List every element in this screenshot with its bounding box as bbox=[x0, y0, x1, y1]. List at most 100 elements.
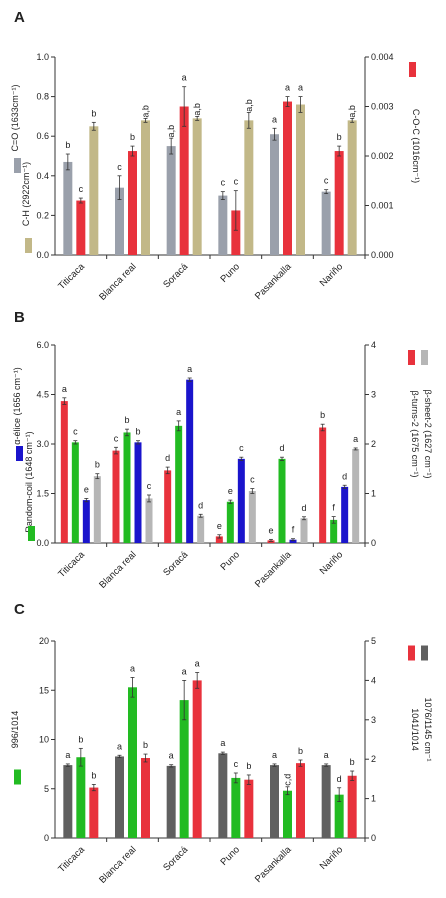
bar bbox=[283, 790, 292, 838]
bar bbox=[215, 536, 223, 543]
significance-label: d bbox=[279, 443, 284, 453]
significance-label: c bbox=[324, 176, 329, 186]
right-tick-label: 0.004 bbox=[371, 52, 394, 62]
right-tick-label: 0.000 bbox=[371, 250, 394, 260]
bar bbox=[319, 427, 327, 543]
category-label: Nariño bbox=[318, 261, 346, 289]
category-label: Puno bbox=[218, 844, 241, 867]
bar bbox=[60, 401, 68, 543]
significance-label: e bbox=[228, 486, 233, 496]
bar bbox=[164, 470, 172, 543]
bar bbox=[231, 210, 241, 255]
left-tick-label: 0.2 bbox=[36, 210, 49, 220]
bar bbox=[115, 756, 124, 838]
bar bbox=[134, 442, 142, 543]
significance-label: a bbox=[187, 364, 192, 374]
category-label: Soracá bbox=[161, 844, 191, 874]
significance-label: b bbox=[337, 132, 342, 142]
bar bbox=[218, 753, 228, 838]
right-axis-label: 1076/1145 cm⁻¹ bbox=[423, 697, 433, 761]
bar bbox=[347, 775, 357, 838]
significance-label: d bbox=[301, 503, 306, 513]
chart-panel-A: A 0.0 0.2 0.4 0.6 0.8 1.0 0.000 0.001 0.002 0.003 0… bbox=[10, 9, 421, 303]
significance-label: c bbox=[221, 178, 226, 188]
bar bbox=[186, 379, 194, 543]
significance-label: b bbox=[143, 740, 148, 750]
bar bbox=[89, 126, 99, 255]
left-axis-label: Random-coil (1648 cm⁻¹) bbox=[24, 431, 34, 532]
category-label: Soracá bbox=[161, 261, 191, 291]
legend-swatch bbox=[16, 446, 23, 461]
category-label: Titicaca bbox=[56, 844, 87, 875]
significance-label: c bbox=[239, 443, 244, 453]
significance-label: c bbox=[114, 433, 119, 443]
significance-label: a,b bbox=[166, 125, 176, 138]
significance-label: c bbox=[234, 177, 239, 187]
significance-label: b bbox=[95, 460, 100, 470]
right-tick-label: 1 bbox=[371, 489, 376, 499]
bar bbox=[244, 120, 254, 255]
significance-label: a bbox=[169, 751, 174, 761]
left-tick-label: 4.5 bbox=[36, 390, 49, 400]
category-label: Puno bbox=[218, 261, 241, 284]
bar bbox=[175, 425, 183, 543]
left-axis-label: C=O (1633cm⁻¹) bbox=[10, 84, 20, 151]
left-tick-label: 0.8 bbox=[36, 92, 49, 102]
right-axis-label: 1041/1014 bbox=[410, 708, 420, 751]
bar bbox=[179, 106, 189, 255]
significance-label: a bbox=[176, 407, 181, 417]
significance-label: b bbox=[91, 770, 96, 780]
right-tick-label: 4 bbox=[371, 675, 376, 685]
significance-label: a bbox=[130, 663, 135, 673]
significance-label: a bbox=[285, 83, 290, 93]
right-tick-label: 5 bbox=[371, 636, 376, 646]
right-axis-label: β-turns-2 (1675 cm⁻¹) bbox=[410, 391, 420, 478]
left-tick-label: 3.0 bbox=[36, 439, 49, 449]
bar bbox=[128, 687, 137, 838]
right-tick-label: 4 bbox=[371, 340, 376, 350]
significance-label: f bbox=[292, 525, 295, 535]
bar bbox=[71, 442, 79, 543]
right-tick-label: 0.003 bbox=[371, 102, 394, 112]
significance-label: d bbox=[165, 453, 170, 463]
category-label: Blanca real bbox=[97, 261, 138, 302]
bar bbox=[300, 518, 308, 543]
legend-swatch bbox=[25, 238, 32, 253]
right-axis-label: β-sheet-2 (1627 cm⁻¹) bbox=[423, 390, 433, 479]
significance-label: c bbox=[234, 759, 239, 769]
significance-label: d bbox=[198, 500, 203, 510]
panel-letter: B bbox=[14, 309, 25, 326]
bar bbox=[93, 476, 101, 543]
significance-label: a bbox=[62, 384, 67, 394]
bar bbox=[141, 120, 150, 255]
left-tick-label: 5 bbox=[44, 784, 49, 794]
legend-swatch bbox=[28, 526, 35, 541]
significance-label: b bbox=[320, 410, 325, 420]
category-label: Puno bbox=[218, 549, 241, 572]
legend-swatch bbox=[409, 62, 416, 77]
bar bbox=[237, 458, 245, 543]
bar bbox=[231, 777, 241, 838]
bar bbox=[197, 515, 205, 543]
right-axis-label: C-O-C (1016cm⁻¹) bbox=[411, 109, 421, 183]
left-tick-label: 20 bbox=[39, 636, 49, 646]
bar bbox=[76, 200, 86, 255]
panel-letter: A bbox=[14, 9, 25, 26]
chart-panel-B: B 0.0 1.5 3.0 4.5 6.0 0 1 2 3 4 Titicaca a c e b Blanca … bbox=[12, 309, 433, 591]
significance-label: a,b bbox=[347, 105, 357, 118]
bar bbox=[289, 539, 297, 543]
left-axis-label: C-H (2922cm⁻¹) bbox=[21, 162, 31, 226]
significance-label: a bbox=[324, 750, 329, 760]
left-tick-label: 1.0 bbox=[36, 52, 49, 62]
bar bbox=[270, 765, 279, 838]
left-tick-label: 0.0 bbox=[36, 250, 49, 260]
bar bbox=[179, 700, 189, 838]
bar bbox=[278, 458, 286, 543]
bar bbox=[283, 101, 292, 255]
significance-label: a bbox=[182, 73, 187, 83]
right-tick-label: 2 bbox=[371, 754, 376, 764]
left-tick-label: 15 bbox=[39, 685, 49, 695]
bar bbox=[192, 680, 202, 838]
category-label: Pasankalla bbox=[253, 549, 294, 590]
